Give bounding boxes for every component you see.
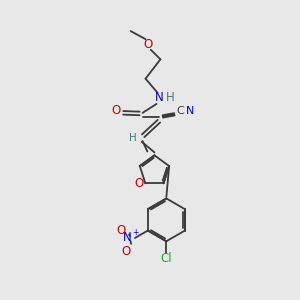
- Text: N: N: [186, 106, 195, 116]
- Text: H: H: [130, 133, 137, 142]
- Text: C: C: [177, 106, 184, 116]
- Text: +: +: [132, 228, 138, 237]
- Text: N: N: [123, 232, 131, 244]
- Text: O: O: [112, 104, 121, 117]
- Text: H: H: [166, 92, 175, 104]
- Text: Cl: Cl: [160, 252, 172, 265]
- Text: O: O: [116, 224, 126, 237]
- Text: O: O: [134, 177, 143, 190]
- Text: O: O: [122, 245, 131, 258]
- Text: N: N: [154, 92, 163, 104]
- Text: O: O: [143, 38, 152, 51]
